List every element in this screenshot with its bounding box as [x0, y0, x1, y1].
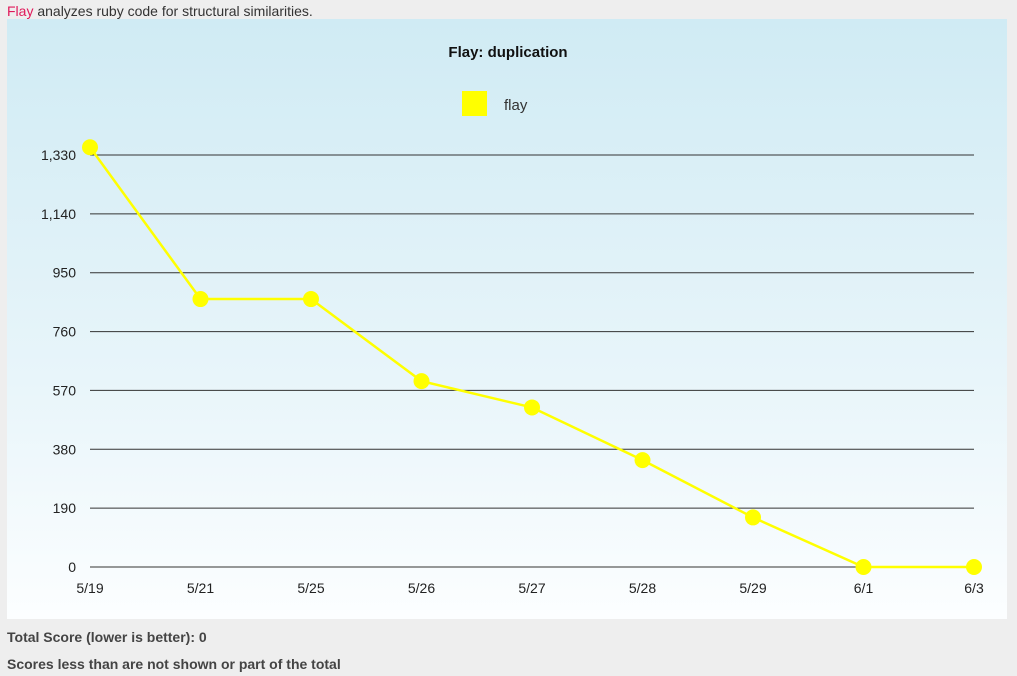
y-tick-label: 380 [53, 441, 77, 457]
flay-link[interactable]: Flay [7, 3, 34, 19]
data-point [192, 291, 209, 308]
x-tick-label: 5/19 [76, 580, 103, 596]
data-point [82, 139, 98, 156]
x-tick-label: 5/21 [187, 580, 214, 596]
data-point [966, 559, 982, 575]
data-point [413, 373, 430, 390]
y-tick-label: 570 [53, 382, 77, 398]
series-flay [82, 139, 982, 575]
data-point [745, 509, 761, 526]
intro-text: Flay analyzes ruby code for structural s… [7, 3, 313, 19]
x-tick-label: 5/26 [408, 580, 435, 596]
x-tick-label: 5/27 [518, 580, 545, 596]
x-tick-label: 6/1 [854, 580, 874, 596]
x-tick-label: 6/3 [964, 580, 984, 596]
x-axis-tick-labels: 5/19 5/21 5/25 5/26 5/27 5/28 5/29 6/1 6/3 [76, 580, 984, 596]
data-point [524, 399, 540, 416]
data-point [634, 452, 651, 469]
scores-note: Scores less than are not shown or part o… [7, 656, 341, 672]
legend-swatch [462, 91, 487, 116]
data-point [855, 559, 872, 575]
y-tick-label: 1,140 [41, 206, 76, 222]
legend-label: flay [504, 97, 528, 114]
duplication-chart: Flay: duplication flay 0 190 380 570 760 950 1… [41, 44, 984, 596]
intro-description: analyzes ruby code for structural simila… [33, 3, 313, 19]
series-line [88, 146, 974, 569]
y-axis-tick-labels: 0 190 380 570 760 950 1,140 1,330 [41, 147, 76, 575]
x-tick-label: 5/25 [297, 580, 324, 596]
y-tick-label: 760 [53, 324, 77, 340]
x-tick-label: 5/28 [629, 580, 656, 596]
data-point [303, 291, 319, 308]
y-tick-label: 0 [68, 559, 76, 575]
total-score: Total Score (lower is better): 0 [7, 629, 207, 645]
grid-lines [90, 154, 974, 568]
y-tick-label: 950 [53, 265, 77, 281]
chart-title: Flay: duplication [448, 44, 567, 61]
y-tick-label: 190 [53, 500, 77, 516]
x-tick-label: 5/29 [739, 580, 766, 596]
chart-panel: Flay: duplication flay 0 190 380 570 760 950 1… [7, 19, 1007, 619]
y-tick-label: 1,330 [41, 147, 76, 163]
